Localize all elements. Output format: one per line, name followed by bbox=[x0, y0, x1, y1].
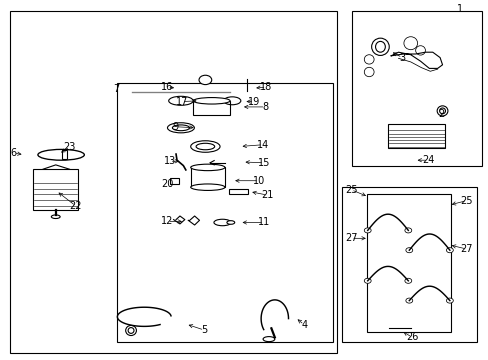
Text: 12: 12 bbox=[161, 216, 173, 226]
Bar bbox=[366, 194, 450, 332]
Text: 11: 11 bbox=[257, 217, 270, 228]
Circle shape bbox=[405, 248, 412, 253]
Circle shape bbox=[364, 278, 370, 283]
Circle shape bbox=[405, 298, 412, 303]
Ellipse shape bbox=[190, 141, 220, 152]
Ellipse shape bbox=[223, 97, 240, 105]
Circle shape bbox=[404, 278, 411, 283]
Ellipse shape bbox=[190, 184, 224, 190]
Text: 3: 3 bbox=[399, 53, 405, 63]
Text: 27: 27 bbox=[344, 233, 357, 243]
Text: 19: 19 bbox=[247, 96, 260, 107]
Circle shape bbox=[364, 228, 370, 233]
Ellipse shape bbox=[168, 96, 193, 105]
Circle shape bbox=[199, 75, 211, 85]
Ellipse shape bbox=[190, 164, 224, 171]
Circle shape bbox=[446, 298, 452, 303]
Text: 22: 22 bbox=[69, 201, 82, 211]
Ellipse shape bbox=[193, 98, 229, 104]
Text: 8: 8 bbox=[262, 102, 268, 112]
Circle shape bbox=[446, 248, 452, 253]
Text: 25: 25 bbox=[460, 195, 472, 206]
Ellipse shape bbox=[167, 123, 194, 133]
Bar bbox=[33, 169, 78, 210]
Bar bbox=[387, 124, 445, 148]
Text: 24: 24 bbox=[421, 155, 434, 165]
Circle shape bbox=[404, 228, 411, 233]
Text: 21: 21 bbox=[261, 190, 273, 200]
Bar bbox=[190, 167, 224, 187]
Text: 18: 18 bbox=[260, 82, 272, 92]
Bar bbox=[170, 178, 179, 184]
Bar bbox=[117, 83, 332, 342]
Bar bbox=[61, 150, 67, 159]
Text: 17: 17 bbox=[175, 96, 188, 107]
Text: 2: 2 bbox=[437, 109, 443, 120]
Text: 10: 10 bbox=[252, 176, 265, 186]
Bar bbox=[228, 189, 248, 194]
Text: 14: 14 bbox=[256, 140, 269, 150]
Text: 23: 23 bbox=[63, 142, 76, 152]
Ellipse shape bbox=[214, 219, 231, 226]
Text: 9: 9 bbox=[172, 122, 178, 132]
Text: 7: 7 bbox=[113, 84, 119, 94]
Text: 4: 4 bbox=[301, 320, 306, 330]
Text: 6: 6 bbox=[11, 148, 17, 158]
Text: 1: 1 bbox=[456, 4, 462, 14]
Text: 27: 27 bbox=[460, 244, 472, 254]
Bar bbox=[342, 187, 476, 342]
Bar bbox=[10, 11, 337, 353]
Ellipse shape bbox=[226, 221, 234, 224]
Bar bbox=[351, 11, 481, 166]
Text: 15: 15 bbox=[257, 158, 270, 168]
Text: 26: 26 bbox=[405, 332, 418, 342]
Bar bbox=[193, 101, 229, 115]
Ellipse shape bbox=[51, 215, 60, 219]
Text: 16: 16 bbox=[161, 82, 173, 92]
Text: 13: 13 bbox=[163, 156, 176, 166]
Text: 25: 25 bbox=[344, 185, 357, 195]
Text: 5: 5 bbox=[201, 325, 207, 335]
Text: 20: 20 bbox=[161, 179, 173, 189]
